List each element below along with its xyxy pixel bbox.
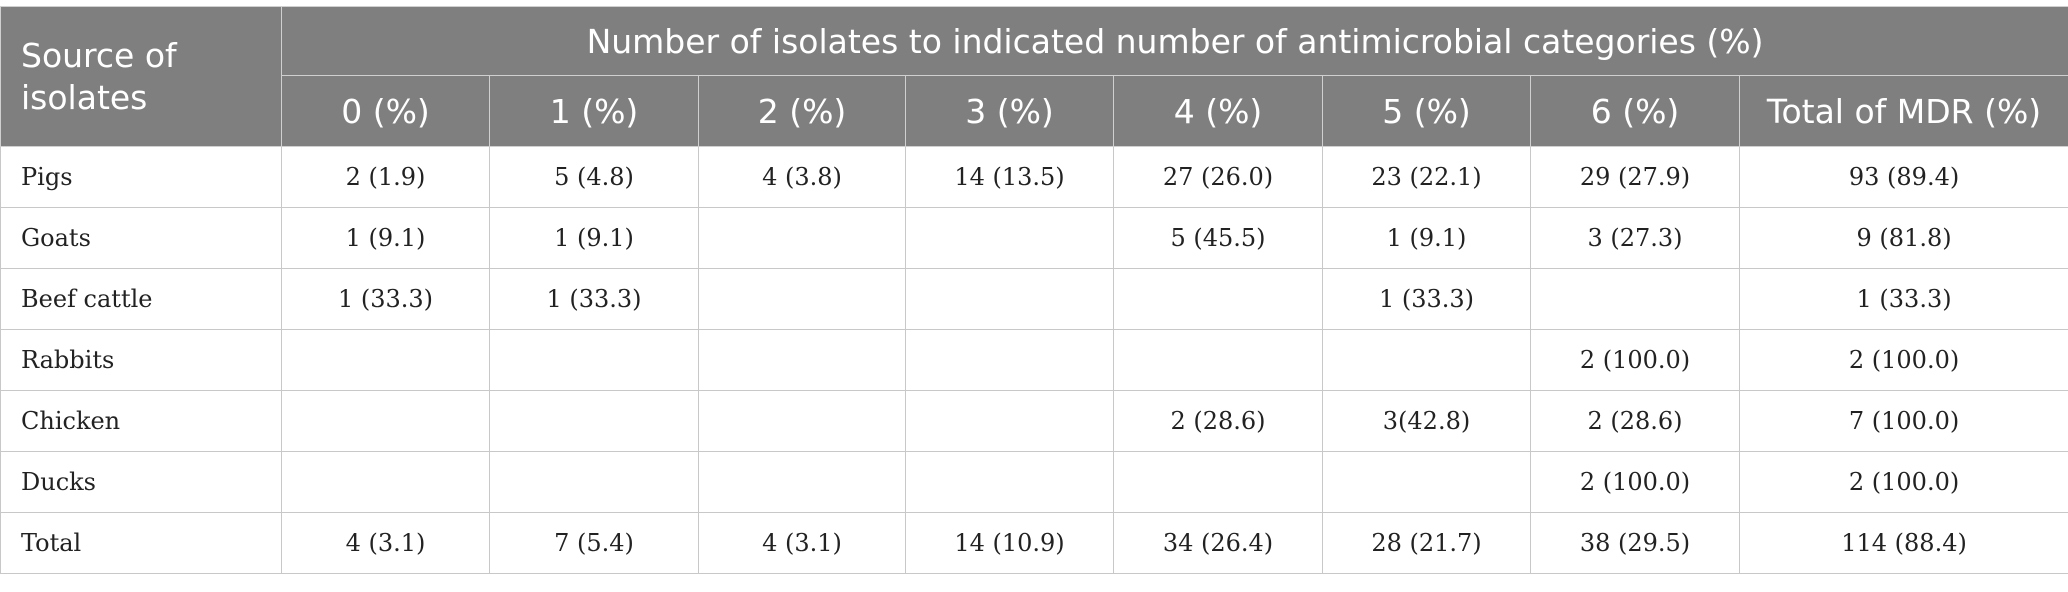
- table-cell: 1 (9.1): [282, 208, 490, 269]
- table-cell: [906, 452, 1114, 513]
- table-cell: 2 (100.0): [1531, 330, 1740, 391]
- row-label: Beef cattle: [1, 269, 282, 330]
- table-cell: [490, 452, 699, 513]
- table-cell: 2 (1.9): [282, 147, 490, 208]
- table-cell: [699, 391, 906, 452]
- row-label: Rabbits: [1, 330, 282, 391]
- table-cell: [699, 269, 906, 330]
- source-header: Source of isolates: [1, 7, 282, 147]
- column-header: Total of MDR (%): [1740, 76, 2068, 147]
- table-cell: [490, 391, 699, 452]
- table-cell: 4 (3.8): [699, 147, 906, 208]
- table-row: Ducks 2 (100.0)2 (100.0): [1, 452, 2068, 513]
- table-cell: [1531, 269, 1740, 330]
- table-cell: 93 (89.4): [1740, 147, 2068, 208]
- table-cell: [906, 391, 1114, 452]
- table-cell: 7 (5.4): [490, 513, 699, 574]
- table-cell: [1114, 330, 1323, 391]
- table-cell: [282, 452, 490, 513]
- table-cell: 1 (33.3): [1740, 269, 2068, 330]
- table-header: Source of isolates Number of isolates to…: [1, 7, 2068, 147]
- row-label: Pigs: [1, 147, 282, 208]
- table-cell: 23 (22.1): [1323, 147, 1531, 208]
- row-label: Goats: [1, 208, 282, 269]
- data-table: Source of isolates Number of isolates to…: [0, 6, 2068, 574]
- table-cell: 2 (100.0): [1740, 330, 2068, 391]
- table-cell: 4 (3.1): [699, 513, 906, 574]
- column-header: 5 (%): [1323, 76, 1531, 147]
- table-cell: [699, 208, 906, 269]
- table-cell: 1 (33.3): [490, 269, 699, 330]
- table-cell: [1323, 452, 1531, 513]
- table-cell: 1 (33.3): [1323, 269, 1531, 330]
- table-cell: 29 (27.9): [1531, 147, 1740, 208]
- table-cell: [699, 452, 906, 513]
- table-cell: 5 (45.5): [1114, 208, 1323, 269]
- column-header: 2 (%): [699, 76, 906, 147]
- row-label: Ducks: [1, 452, 282, 513]
- table-cell: 9 (81.8): [1740, 208, 2068, 269]
- table-cell: 3(42.8): [1323, 391, 1531, 452]
- row-label: Chicken: [1, 391, 282, 452]
- table-cell: [906, 208, 1114, 269]
- table-cell: [282, 391, 490, 452]
- table-cell: [1323, 330, 1531, 391]
- table-row: Rabbits 2 (100.0)2 (100.0): [1, 330, 2068, 391]
- table-cell: [1114, 452, 1323, 513]
- table-cell: 28 (21.7): [1323, 513, 1531, 574]
- table-cell: [906, 330, 1114, 391]
- table-cell: 7 (100.0): [1740, 391, 2068, 452]
- table-cell: [282, 330, 490, 391]
- table-cell: 38 (29.5): [1531, 513, 1740, 574]
- column-header: 1 (%): [490, 76, 699, 147]
- column-header: 6 (%): [1531, 76, 1740, 147]
- table-cell: 14 (13.5): [906, 147, 1114, 208]
- table-cell: 4 (3.1): [282, 513, 490, 574]
- table-cell: 1 (9.1): [490, 208, 699, 269]
- table-cell: 1 (33.3): [282, 269, 490, 330]
- table-cell: 2 (100.0): [1740, 452, 2068, 513]
- table-cell: 3 (27.3): [1531, 208, 1740, 269]
- header-row: Source of isolates Number of isolates to…: [1, 7, 2068, 76]
- group-header: Number of isolates to indicated number o…: [282, 7, 2068, 76]
- column-header: 3 (%): [906, 76, 1114, 147]
- table-cell: 2 (28.6): [1114, 391, 1323, 452]
- table-cell: 14 (10.9): [906, 513, 1114, 574]
- table-cell: 5 (4.8): [490, 147, 699, 208]
- table-cell: 2 (100.0): [1531, 452, 1740, 513]
- table-cell: [490, 330, 699, 391]
- table-cell: [1114, 269, 1323, 330]
- table-cell: 27 (26.0): [1114, 147, 1323, 208]
- column-header: 0 (%): [282, 76, 490, 147]
- table-cell: 2 (28.6): [1531, 391, 1740, 452]
- column-header: 4 (%): [1114, 76, 1323, 147]
- table-cell: 114 (88.4): [1740, 513, 2068, 574]
- table-cell: 34 (26.4): [1114, 513, 1323, 574]
- table-cell: [699, 330, 906, 391]
- table-cell: [906, 269, 1114, 330]
- header-row: 0 (%)1 (%)2 (%)3 (%)4 (%)5 (%)6 (%)Total…: [1, 76, 2068, 147]
- row-label: Total: [1, 513, 282, 574]
- table-cell: 1 (9.1): [1323, 208, 1531, 269]
